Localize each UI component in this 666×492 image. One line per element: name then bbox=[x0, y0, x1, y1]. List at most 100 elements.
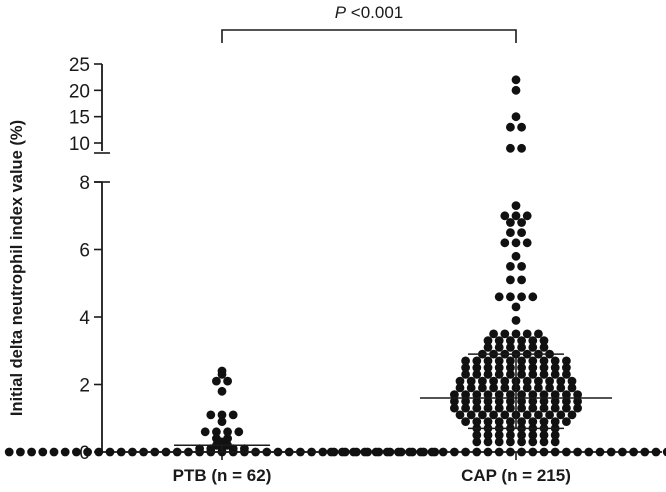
data-point bbox=[517, 447, 526, 457]
data-point bbox=[506, 122, 515, 132]
data-point bbox=[506, 275, 515, 285]
data-point bbox=[506, 336, 515, 345]
data-point bbox=[483, 336, 493, 345]
data-point bbox=[506, 218, 515, 227]
data-point bbox=[550, 370, 560, 379]
data-point bbox=[506, 447, 515, 457]
data-point bbox=[545, 383, 554, 393]
data-point bbox=[517, 343, 526, 352]
data-point bbox=[438, 447, 448, 457]
data-point bbox=[212, 376, 221, 386]
data-point bbox=[427, 447, 437, 457]
data-point bbox=[472, 397, 482, 406]
data-point bbox=[83, 447, 92, 457]
data-point bbox=[461, 397, 470, 406]
data-point bbox=[573, 403, 582, 413]
data-point bbox=[38, 447, 48, 457]
data-points bbox=[4, 75, 666, 457]
data-point bbox=[494, 447, 504, 457]
data-point bbox=[416, 447, 426, 457]
data-point bbox=[517, 356, 526, 366]
data-point bbox=[500, 383, 510, 393]
data-point bbox=[517, 417, 526, 426]
y-tick-label: 20 bbox=[69, 81, 90, 102]
data-point bbox=[534, 383, 543, 393]
data-point bbox=[450, 447, 459, 457]
data-point bbox=[517, 143, 526, 153]
axis-labels: PTB (n = 62) CAP (n = 215) Initial delta n… bbox=[8, 120, 571, 485]
category-label: CAP (n = 215) bbox=[461, 466, 571, 485]
data-point bbox=[539, 343, 549, 352]
y-tick-label: 25 bbox=[69, 55, 90, 76]
data-point bbox=[494, 403, 504, 413]
data-point bbox=[455, 376, 465, 386]
data-point bbox=[478, 410, 487, 420]
data-point bbox=[539, 363, 549, 372]
data-point bbox=[506, 390, 515, 399]
data-point bbox=[326, 447, 336, 457]
data-point bbox=[338, 447, 347, 457]
data-point bbox=[16, 447, 25, 457]
data-point bbox=[506, 292, 515, 302]
data-point bbox=[212, 427, 221, 437]
data-point bbox=[500, 211, 510, 221]
y-tick-label: 15 bbox=[69, 108, 90, 129]
data-point bbox=[517, 262, 526, 271]
data-point bbox=[562, 356, 571, 366]
data-point bbox=[511, 201, 521, 211]
data-point bbox=[94, 447, 104, 457]
data-point bbox=[517, 228, 526, 238]
data-point bbox=[539, 417, 549, 426]
data-point bbox=[494, 397, 504, 406]
data-point bbox=[528, 417, 538, 426]
data-point bbox=[550, 437, 560, 447]
data-point bbox=[522, 410, 532, 420]
data-point bbox=[483, 417, 493, 426]
data-point bbox=[534, 329, 543, 339]
data-point bbox=[72, 447, 81, 457]
data-point bbox=[511, 251, 521, 261]
data-point bbox=[472, 417, 482, 426]
data-point bbox=[573, 447, 582, 457]
data-point bbox=[629, 447, 638, 457]
data-point bbox=[511, 112, 521, 122]
data-point bbox=[506, 417, 515, 426]
p-value-prefix: P bbox=[335, 3, 347, 22]
data-point bbox=[511, 238, 521, 248]
data-point bbox=[466, 410, 476, 420]
data-point bbox=[223, 427, 233, 437]
data-point bbox=[517, 397, 526, 406]
data-point bbox=[483, 356, 493, 366]
data-point bbox=[382, 447, 392, 457]
data-point bbox=[500, 376, 510, 386]
data-point bbox=[550, 430, 560, 440]
data-point bbox=[27, 447, 36, 457]
data-point bbox=[494, 390, 504, 399]
data-point bbox=[506, 430, 515, 440]
data-point bbox=[223, 434, 233, 443]
data-point bbox=[483, 370, 493, 379]
data-point bbox=[405, 447, 414, 457]
data-point bbox=[528, 397, 538, 406]
data-point bbox=[489, 376, 498, 386]
data-point bbox=[517, 336, 526, 345]
data-point bbox=[195, 444, 205, 453]
data-point bbox=[584, 447, 594, 457]
data-point bbox=[506, 228, 515, 238]
data-point bbox=[550, 403, 560, 413]
y-tick-label: 8 bbox=[79, 173, 90, 194]
data-point bbox=[539, 370, 549, 379]
y-axis-label: Initial delta neutrophil index value (%) bbox=[8, 120, 26, 416]
data-point bbox=[483, 447, 493, 457]
data-point bbox=[506, 356, 515, 366]
data-point bbox=[517, 370, 526, 379]
data-point bbox=[494, 343, 504, 352]
data-point bbox=[483, 343, 493, 352]
summary-lines bbox=[126, 353, 612, 453]
data-point bbox=[494, 417, 504, 426]
data-point bbox=[562, 447, 571, 457]
data-point bbox=[494, 437, 504, 447]
data-point bbox=[105, 447, 115, 457]
data-point bbox=[506, 397, 515, 406]
data-point bbox=[217, 410, 227, 420]
